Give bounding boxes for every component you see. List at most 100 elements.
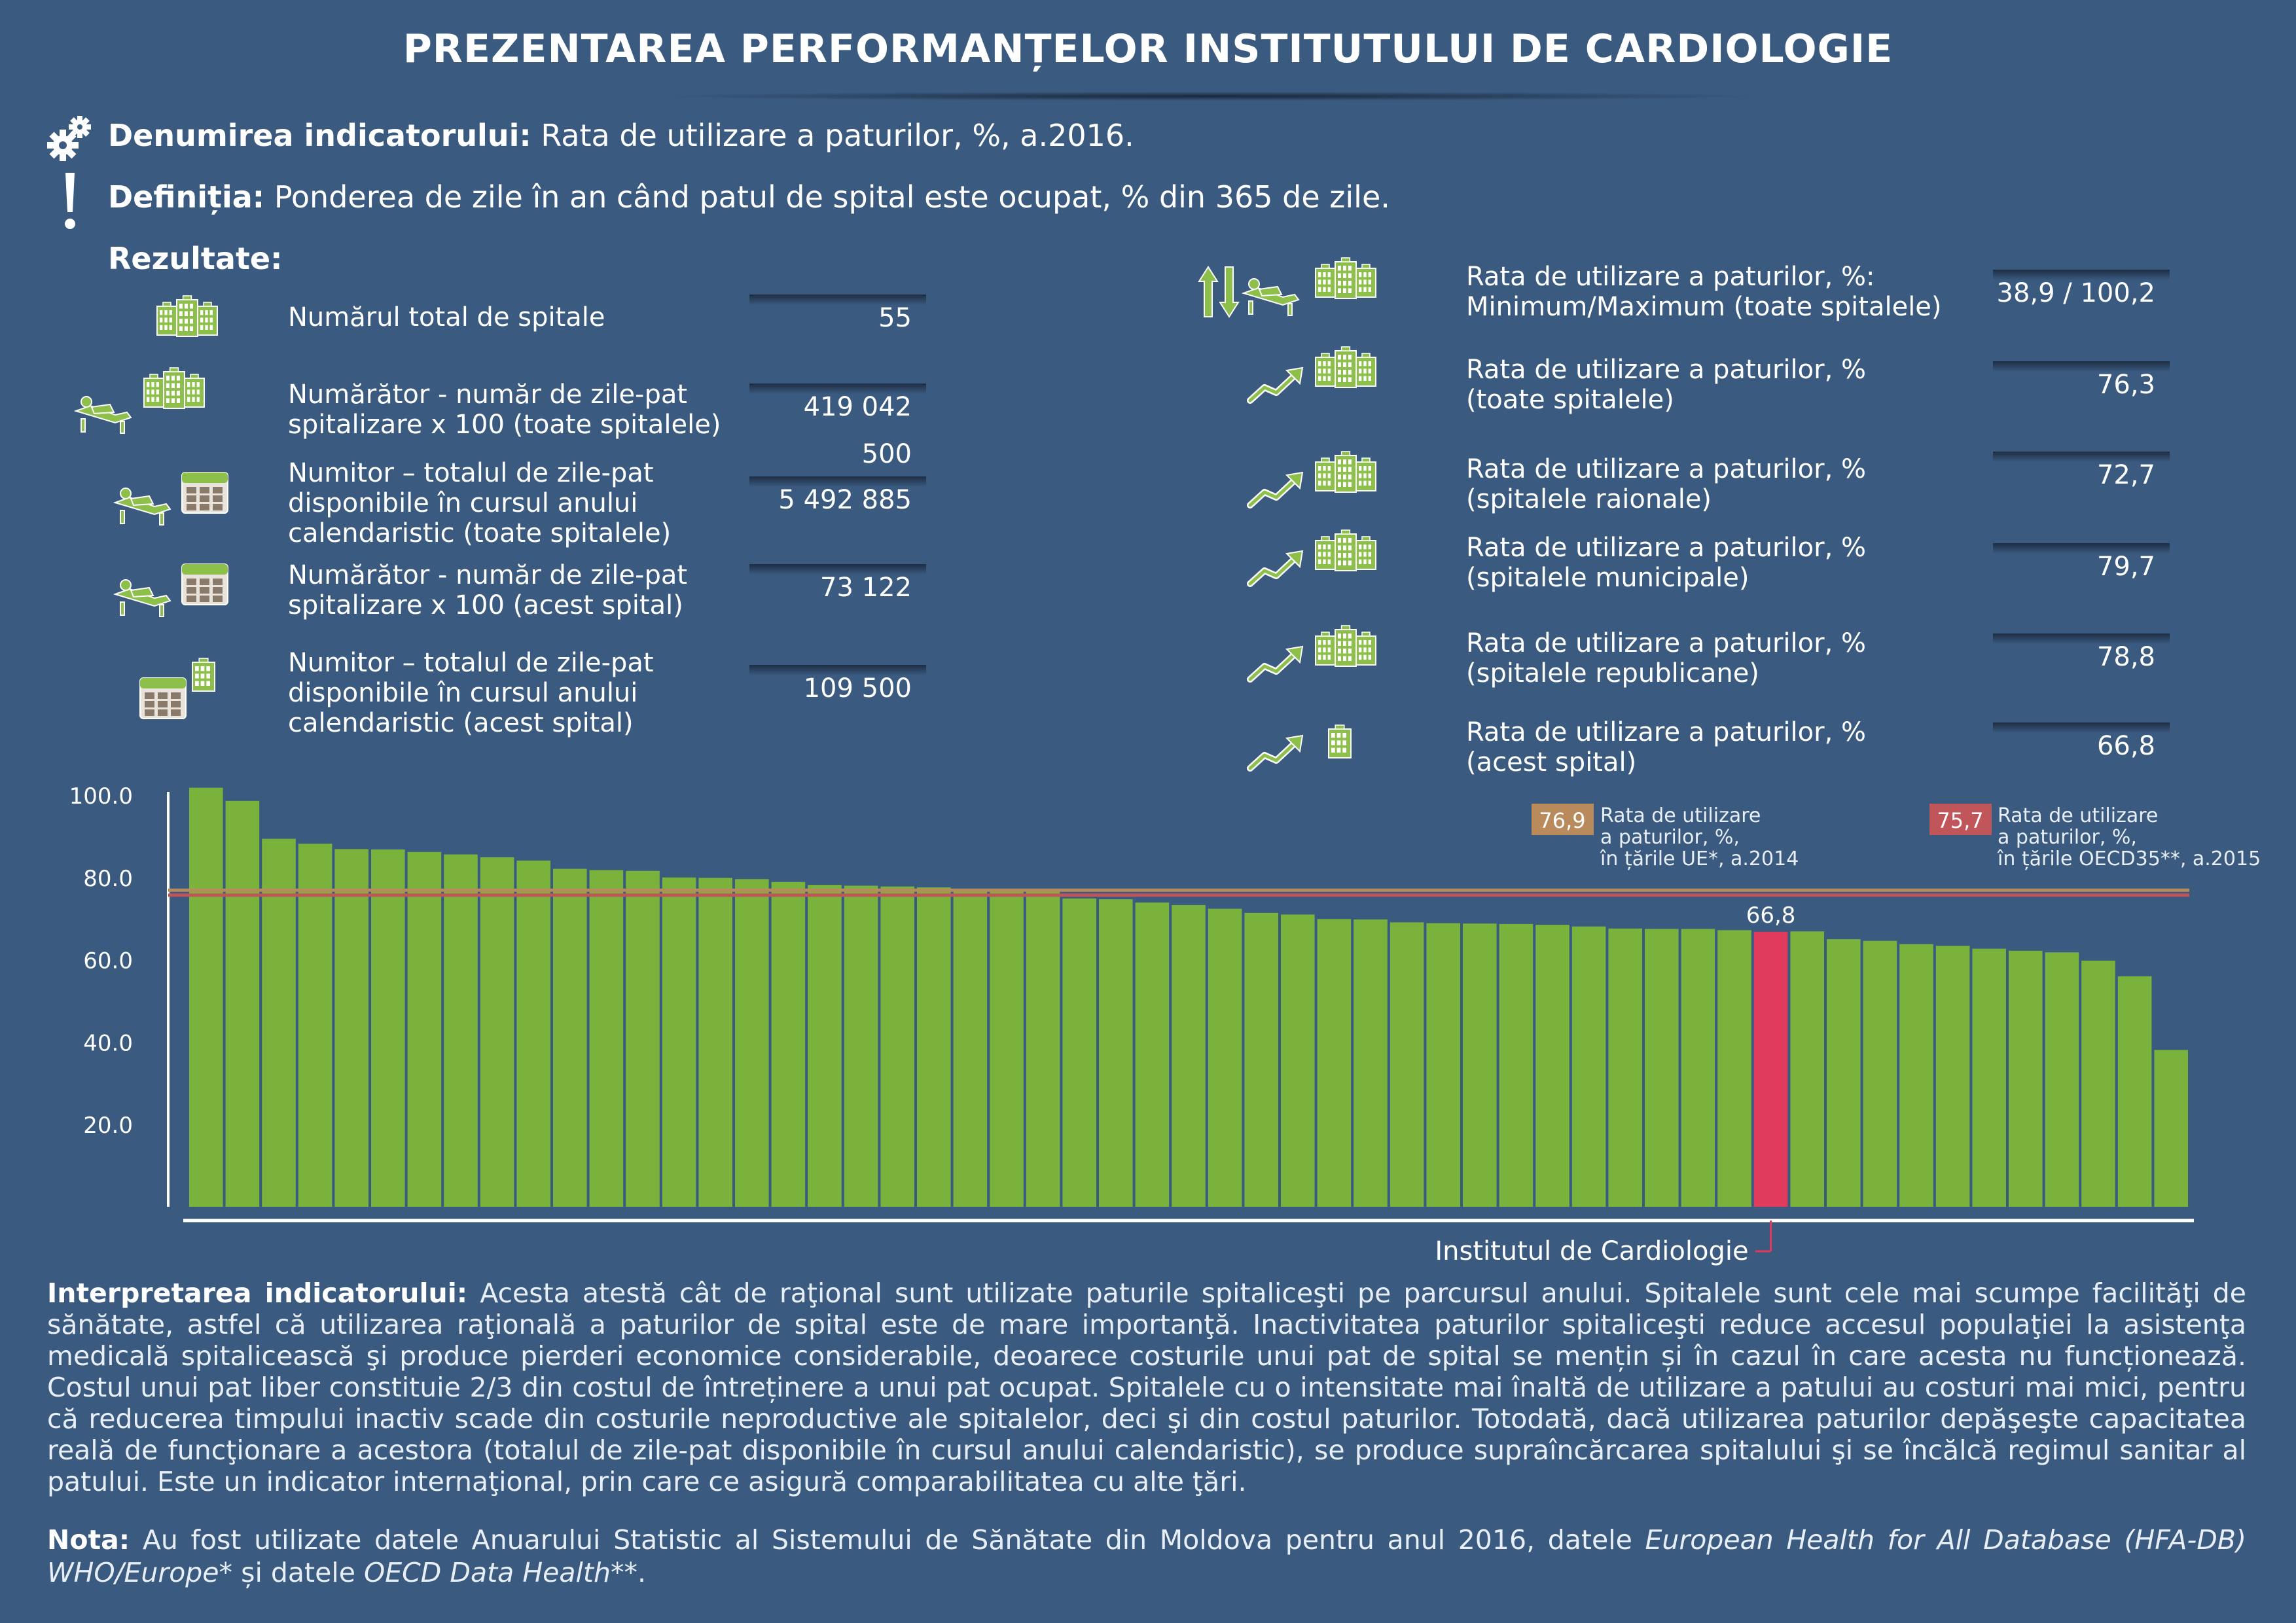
indicator-definition: Definiția: Ponderea de zile în an când p… [108,179,1390,215]
trend-hospitals-icon [1247,625,1376,683]
right-row-label: Rata de utilizare a paturilor, %: Minimum… [1466,262,1942,322]
right-row-label-line: Rata de utilizare a paturilor, % [1466,454,1867,484]
bar [1354,919,1388,1207]
page-title: PREZENTAREA PERFORMANȚELOR INSTITUTULUI … [403,26,1893,72]
oecd-legend-text: a paturilor, %, [1998,826,2137,849]
bar [1062,898,1096,1207]
left-row-label-line: calendaristic (toate spitalele) [288,518,672,548]
indicator-name-label: Denumirea indicatorului: [108,118,531,153]
right-row-value: 79,7 [1993,543,2170,584]
bar [2117,976,2152,1207]
y-tick-label: 20.0 [83,1113,133,1139]
trend-hospitals-icon [1247,529,1376,587]
bar [298,844,332,1207]
right-row-label-line: Rata de utilizare a paturilor, % [1466,717,1867,747]
bar [444,854,478,1207]
bar [1172,904,1206,1207]
eu-badge [1532,804,1594,835]
bar [371,849,405,1207]
trend-hospitals-icon [1247,346,1376,404]
interpretation-label: Interpretarea indicatorului: [47,1277,468,1309]
oecd-badge [1929,804,1992,835]
bar [1790,931,1824,1207]
right-row-value: 72,7 [1993,452,2170,492]
bed-calendar-icon [113,563,228,617]
note-text-1: Au fost utilizate datele Anuarului Stati… [142,1524,1632,1556]
bar [808,885,842,1207]
bar [1608,928,1642,1207]
y-tick-label: 100.0 [69,783,133,810]
right-row-label-line: (spitalele municipale) [1466,563,1749,593]
left-row-label: Numărător - număr de zile-pat spitalizare… [288,560,687,620]
oecd-legend-text: Rata de utilizare [1998,804,2158,827]
eu-legend-text: Rata de utilizare [1600,804,1761,827]
y-tick-label: 60.0 [83,948,133,974]
right-row-label: Rata de utilizare a paturilor, % (spitale… [1466,628,1866,688]
left-row-label-line: Numitor – totalul de zile-pat [288,648,654,678]
left-row-label-line: calendaristic (acest spital) [288,708,634,738]
exclamation-icon [65,173,75,229]
note: Nota: Au fost utilizate datele Anuarului… [47,1524,2246,1589]
left-row-label: Numitor – totalul de zile-pat disponibile… [288,458,671,548]
bar [626,870,660,1207]
right-row-label: Rata de utilizare a paturilor, % (toate s… [1466,355,1866,415]
left-row-value: 73 122 [749,564,926,605]
right-row-value: 38,9 / 100,2 [1993,270,2170,310]
bar [662,877,696,1207]
results-title: Rezultate: [108,241,283,276]
bar [262,838,296,1207]
bed-utilization-chart: 100.0 80.0 60.0 40.0 20.0 66,8 Institutul de C… [69,783,2261,1266]
definition-value: Ponderea de zile în an când patul de spi… [274,179,1390,215]
right-row-label-line: Minimum/Maximum (toate spitalele) [1466,292,1942,322]
minmax-icon [1198,257,1376,318]
bar [880,886,914,1207]
note-text-3: . [637,1557,647,1588]
bar [771,882,806,1207]
bar [1571,926,1606,1207]
y-tick-label: 80.0 [83,866,133,892]
left-row-value: 5 492 885 [749,476,926,517]
left-row-value: 419 042 500 [749,383,926,469]
interpretation: Interpretarea indicatorului: Acesta ates… [47,1277,2246,1497]
bar [516,861,550,1207]
left-row-label-line: disponibile în cursul anului [288,678,638,708]
oecd-legend-text: în țările OECD35**, a.2015 [1997,847,2261,870]
bar [1717,930,1751,1207]
bed-hospitals-icon [73,367,205,434]
bar [953,889,988,1207]
right-row-label-line: (acest spital) [1466,747,1637,777]
bar [1899,944,1933,1207]
bar [1244,912,1278,1207]
right-row-value: 76,3 [1993,361,2170,402]
bar [1026,890,1060,1207]
bar [2154,1050,2188,1207]
bar [2009,950,2043,1207]
hospitals-icon [156,295,218,337]
bar [2081,960,2115,1207]
right-row-label-line: Rata de utilizare a paturilor, % [1466,533,1867,563]
highlight-bar-name: Institutul de Cardiologie [1435,1236,1748,1266]
bar [1935,946,1970,1207]
highlight-bar [1753,931,1788,1207]
bar [480,857,514,1207]
left-row-label-line: Numărul total de spitale [288,302,605,332]
bar [1281,914,1315,1207]
bar [698,878,732,1207]
bar [917,887,951,1207]
oecd-badge-label: 75,7 [1937,808,1983,833]
title-underline [655,92,1767,101]
bar [1390,922,1424,1207]
indicator-name: Denumirea indicatorului: Rata de utiliza… [108,118,1134,153]
right-row-label-line: Rata de utilizare a paturilor, % [1466,628,1867,658]
bar [1208,908,1242,1207]
eu-legend-text: în țările UE*, a.2014 [1600,847,1799,870]
eu-badge-label: 76,9 [1539,808,1585,833]
y-tick-label: 40.0 [83,1030,133,1056]
highlight-value-label: 66,8 [1746,902,1796,929]
right-row-label-line: Rata de utilizare a paturilor, % [1466,355,1867,385]
right-row-label: Rata de utilizare a paturilor, % (spitale… [1466,454,1866,514]
bar [1645,929,1679,1207]
right-row-label-line: (spitalele republicane) [1466,658,1759,688]
note-label: Nota: [47,1524,130,1556]
